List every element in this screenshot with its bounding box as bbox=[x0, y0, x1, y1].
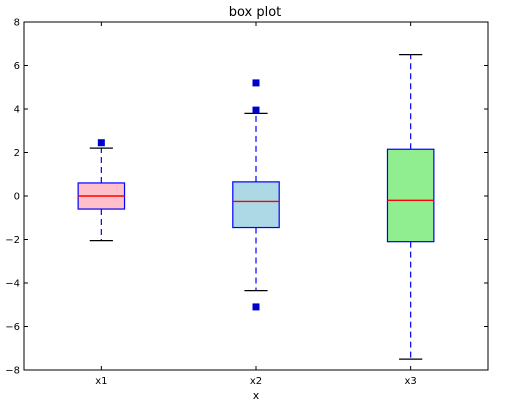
box-x3 bbox=[386, 54, 435, 360]
box-x2 bbox=[232, 79, 280, 311]
outlier-x2-2 bbox=[252, 303, 260, 311]
y-tick-label-5: 2 bbox=[14, 148, 20, 159]
y-axis: −8 −6 −4 −2 0 2 4 6 8 bbox=[5, 18, 488, 377]
chart-title: box plot bbox=[229, 5, 282, 20]
outlier-x1-0 bbox=[97, 139, 105, 147]
x-tick-label-x2: x2 bbox=[250, 376, 262, 387]
y-tick-label-0: −8 bbox=[5, 366, 20, 377]
y-tick-label-2: −4 bbox=[5, 279, 20, 290]
box-x1 bbox=[77, 139, 126, 242]
outlier-x2-0 bbox=[252, 106, 260, 114]
y-tick-label-1: −6 bbox=[5, 322, 20, 333]
y-tick-label-3: −2 bbox=[5, 235, 20, 246]
outlier-x2-1 bbox=[252, 79, 260, 87]
y-tick-label-7: 6 bbox=[14, 61, 20, 72]
y-tick-label-6: 4 bbox=[14, 105, 20, 116]
box-body-x2 bbox=[232, 181, 280, 229]
y-tick-label-4: 0 bbox=[14, 192, 20, 203]
x-tick-label-x3: x3 bbox=[405, 376, 417, 387]
box-body-x3 bbox=[386, 148, 435, 243]
y-tick-label-8: 8 bbox=[14, 18, 20, 29]
x-tick-label-x1: x1 bbox=[95, 376, 107, 387]
x-axis-label: x bbox=[253, 389, 260, 402]
boxes-group bbox=[77, 54, 435, 360]
x-axis: x1 x2 x3 bbox=[95, 22, 417, 387]
